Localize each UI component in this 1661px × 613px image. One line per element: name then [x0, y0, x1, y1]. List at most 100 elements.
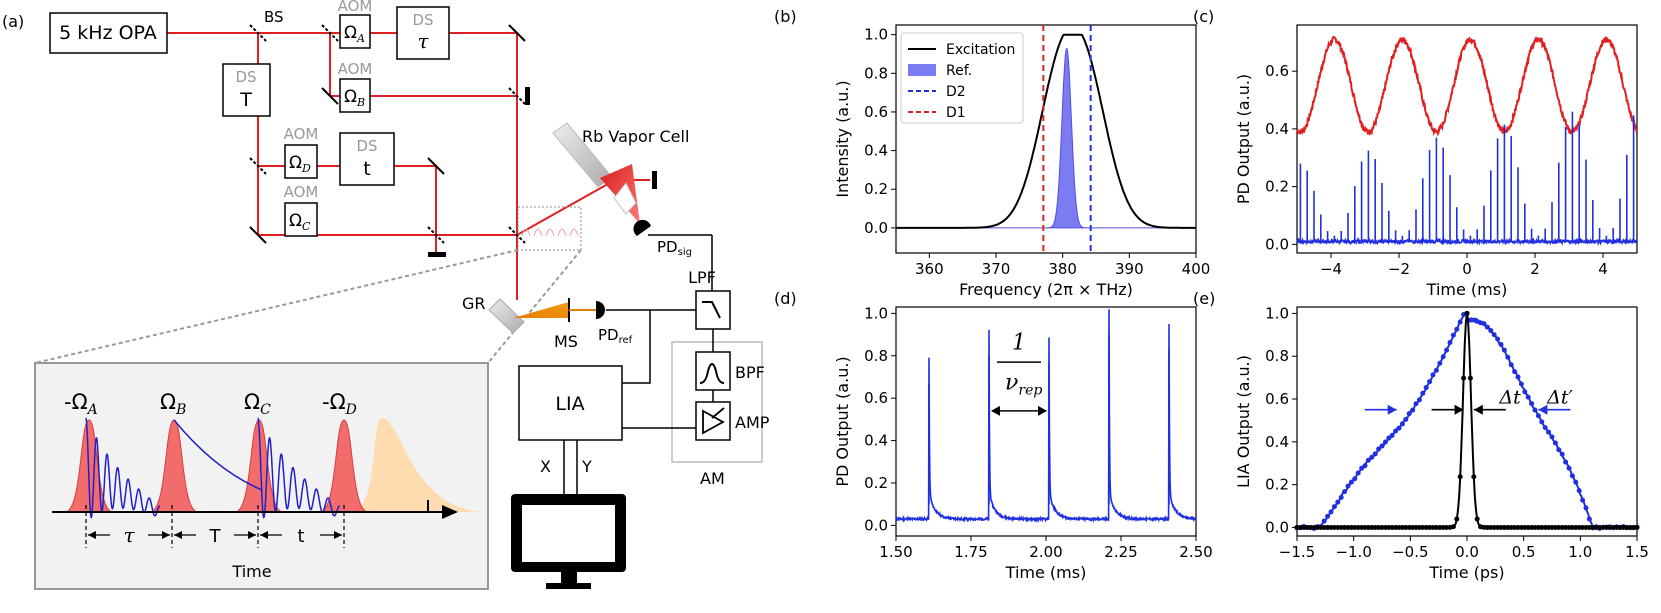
y-tick-label: 0.4	[864, 142, 888, 160]
zoom-line-right	[487, 249, 582, 364]
ds-label-T: DS	[235, 68, 256, 86]
legend: Excitation Ref. D2 D1	[900, 32, 1024, 124]
panel-label-b: (b)	[774, 7, 797, 26]
blue-point	[1382, 439, 1388, 445]
red-series	[1296, 35, 1638, 137]
blue-point	[1444, 347, 1450, 353]
amp-box	[695, 401, 731, 441]
pd-ref-detector	[596, 301, 605, 319]
black-point	[1464, 310, 1470, 316]
rb-cell-label: Rb Vapor Cell	[582, 127, 689, 146]
rep-arrowhead-right	[1038, 405, 1047, 416]
y-tick-label: 0.4	[1265, 120, 1289, 138]
gr-label: GR	[462, 294, 486, 313]
dtp-arrow-left-head	[1387, 404, 1397, 415]
aom-omega-c: ΩC	[289, 211, 311, 233]
ds-value-tau: τ	[417, 29, 429, 53]
inset-t: t	[297, 526, 304, 547]
pd-trace	[895, 309, 1197, 524]
x-label: X	[540, 457, 551, 476]
x-tick-label: 0	[1462, 260, 1472, 278]
x-tick-label: 0.0	[1455, 543, 1479, 561]
y-tick-label: 0.2	[1265, 178, 1289, 196]
legend-box	[900, 32, 1024, 124]
x-axis-label: Time (ms)	[1005, 563, 1087, 582]
aom-omega-b: ΩB	[344, 87, 365, 109]
plot-frame	[895, 24, 1197, 254]
panel-label-d: (d)	[774, 289, 797, 308]
legend-label: D2	[946, 84, 966, 100]
blue-point	[1586, 516, 1592, 522]
ds-box-tau	[396, 6, 450, 60]
blue-point	[1498, 341, 1504, 347]
x-tick-label: 1.75	[954, 543, 987, 561]
x-tick-label: 360	[915, 260, 944, 278]
y-tick-label: 0.4	[864, 432, 888, 450]
black-point	[1450, 524, 1456, 530]
plot-frame	[895, 306, 1197, 537]
blue-point	[1512, 369, 1518, 375]
y-tick-label: 0.6	[1265, 390, 1289, 408]
black-autocorr	[1297, 313, 1637, 529]
y-tick-label: 0.8	[864, 347, 888, 365]
dtp-arrow-right-head	[1538, 404, 1548, 415]
lpf-symbol	[702, 301, 721, 319]
x-axis-label: Frequency (2π × THz)	[959, 280, 1133, 299]
amp-label: AMP	[735, 413, 770, 432]
x-tick-label: 2.00	[1029, 543, 1062, 561]
monitor-icon	[511, 494, 626, 589]
chart-d: 1.50 1.75 2.00 2.25 2.50 0.0 0.2 0.4 0.6 0.8 1.0 Ti…	[833, 304, 1213, 582]
am-label: AM	[700, 469, 725, 488]
rep-numerator: 1	[1012, 330, 1026, 355]
blue-point	[1515, 374, 1521, 380]
black-point	[1474, 516, 1480, 522]
opa-label: 5 kHz OPA	[59, 22, 157, 44]
inset-label-d: -ΩD	[322, 390, 357, 418]
blue-point	[1389, 432, 1395, 438]
y-tick-label: 0.2	[1265, 476, 1289, 494]
bpf-symbol	[699, 363, 725, 384]
lpf-box	[695, 290, 731, 330]
y-axis-label: LIA Output (a.u.)	[1234, 355, 1253, 488]
ds-label-t: DS	[356, 137, 377, 155]
blue-point	[1369, 454, 1375, 460]
y-tick-label: 0.4	[1265, 433, 1289, 451]
y-axis-label: PD Output (a.u.)	[833, 356, 852, 486]
lia-box	[518, 365, 623, 441]
blue-point	[1576, 488, 1582, 494]
blue-point	[1331, 504, 1337, 510]
y-tick-label: 0.6	[864, 389, 888, 407]
blue-point	[1481, 321, 1487, 327]
aom-box-c	[284, 202, 318, 237]
blue-point	[1535, 413, 1541, 419]
blue-point	[1457, 319, 1463, 325]
x-tick-label: 380	[1048, 260, 1077, 278]
bpf-label: BPF	[735, 363, 765, 382]
ref-to-lia	[622, 310, 651, 384]
blue-point	[1556, 447, 1562, 453]
blue-point	[1420, 390, 1426, 396]
blue-point	[1563, 459, 1569, 465]
blue-baseline	[1296, 236, 1638, 247]
blue-point	[1386, 435, 1392, 441]
inset-axis-arrow	[442, 505, 458, 519]
legend-label: D1	[946, 105, 966, 121]
blue-point	[1430, 372, 1436, 378]
x-tick-label: 1.5	[1625, 543, 1649, 561]
aom-label-c: AOM	[284, 183, 319, 201]
blue-point	[1372, 451, 1378, 457]
beam-dump-2	[428, 252, 446, 257]
y-tick-label: 0.2	[864, 474, 888, 492]
orange-beam	[513, 302, 569, 318]
blue-point	[1450, 332, 1456, 338]
blue-point	[1325, 513, 1331, 519]
chart-c: −4 −2 0 2 4 0.0 0.2 0.4 0.6 Time (ms) PD Output (a…	[1234, 24, 1638, 299]
excitation-spectrum	[896, 33, 1196, 229]
blue-point	[1488, 327, 1494, 333]
blue-point	[1416, 397, 1422, 403]
inset-interval-arrowheads	[88, 531, 342, 539]
blue-point	[1559, 451, 1565, 457]
plot-frame	[1296, 306, 1638, 537]
aom-label-b: AOM	[338, 60, 373, 78]
ds-label-tau: DS	[412, 11, 433, 29]
